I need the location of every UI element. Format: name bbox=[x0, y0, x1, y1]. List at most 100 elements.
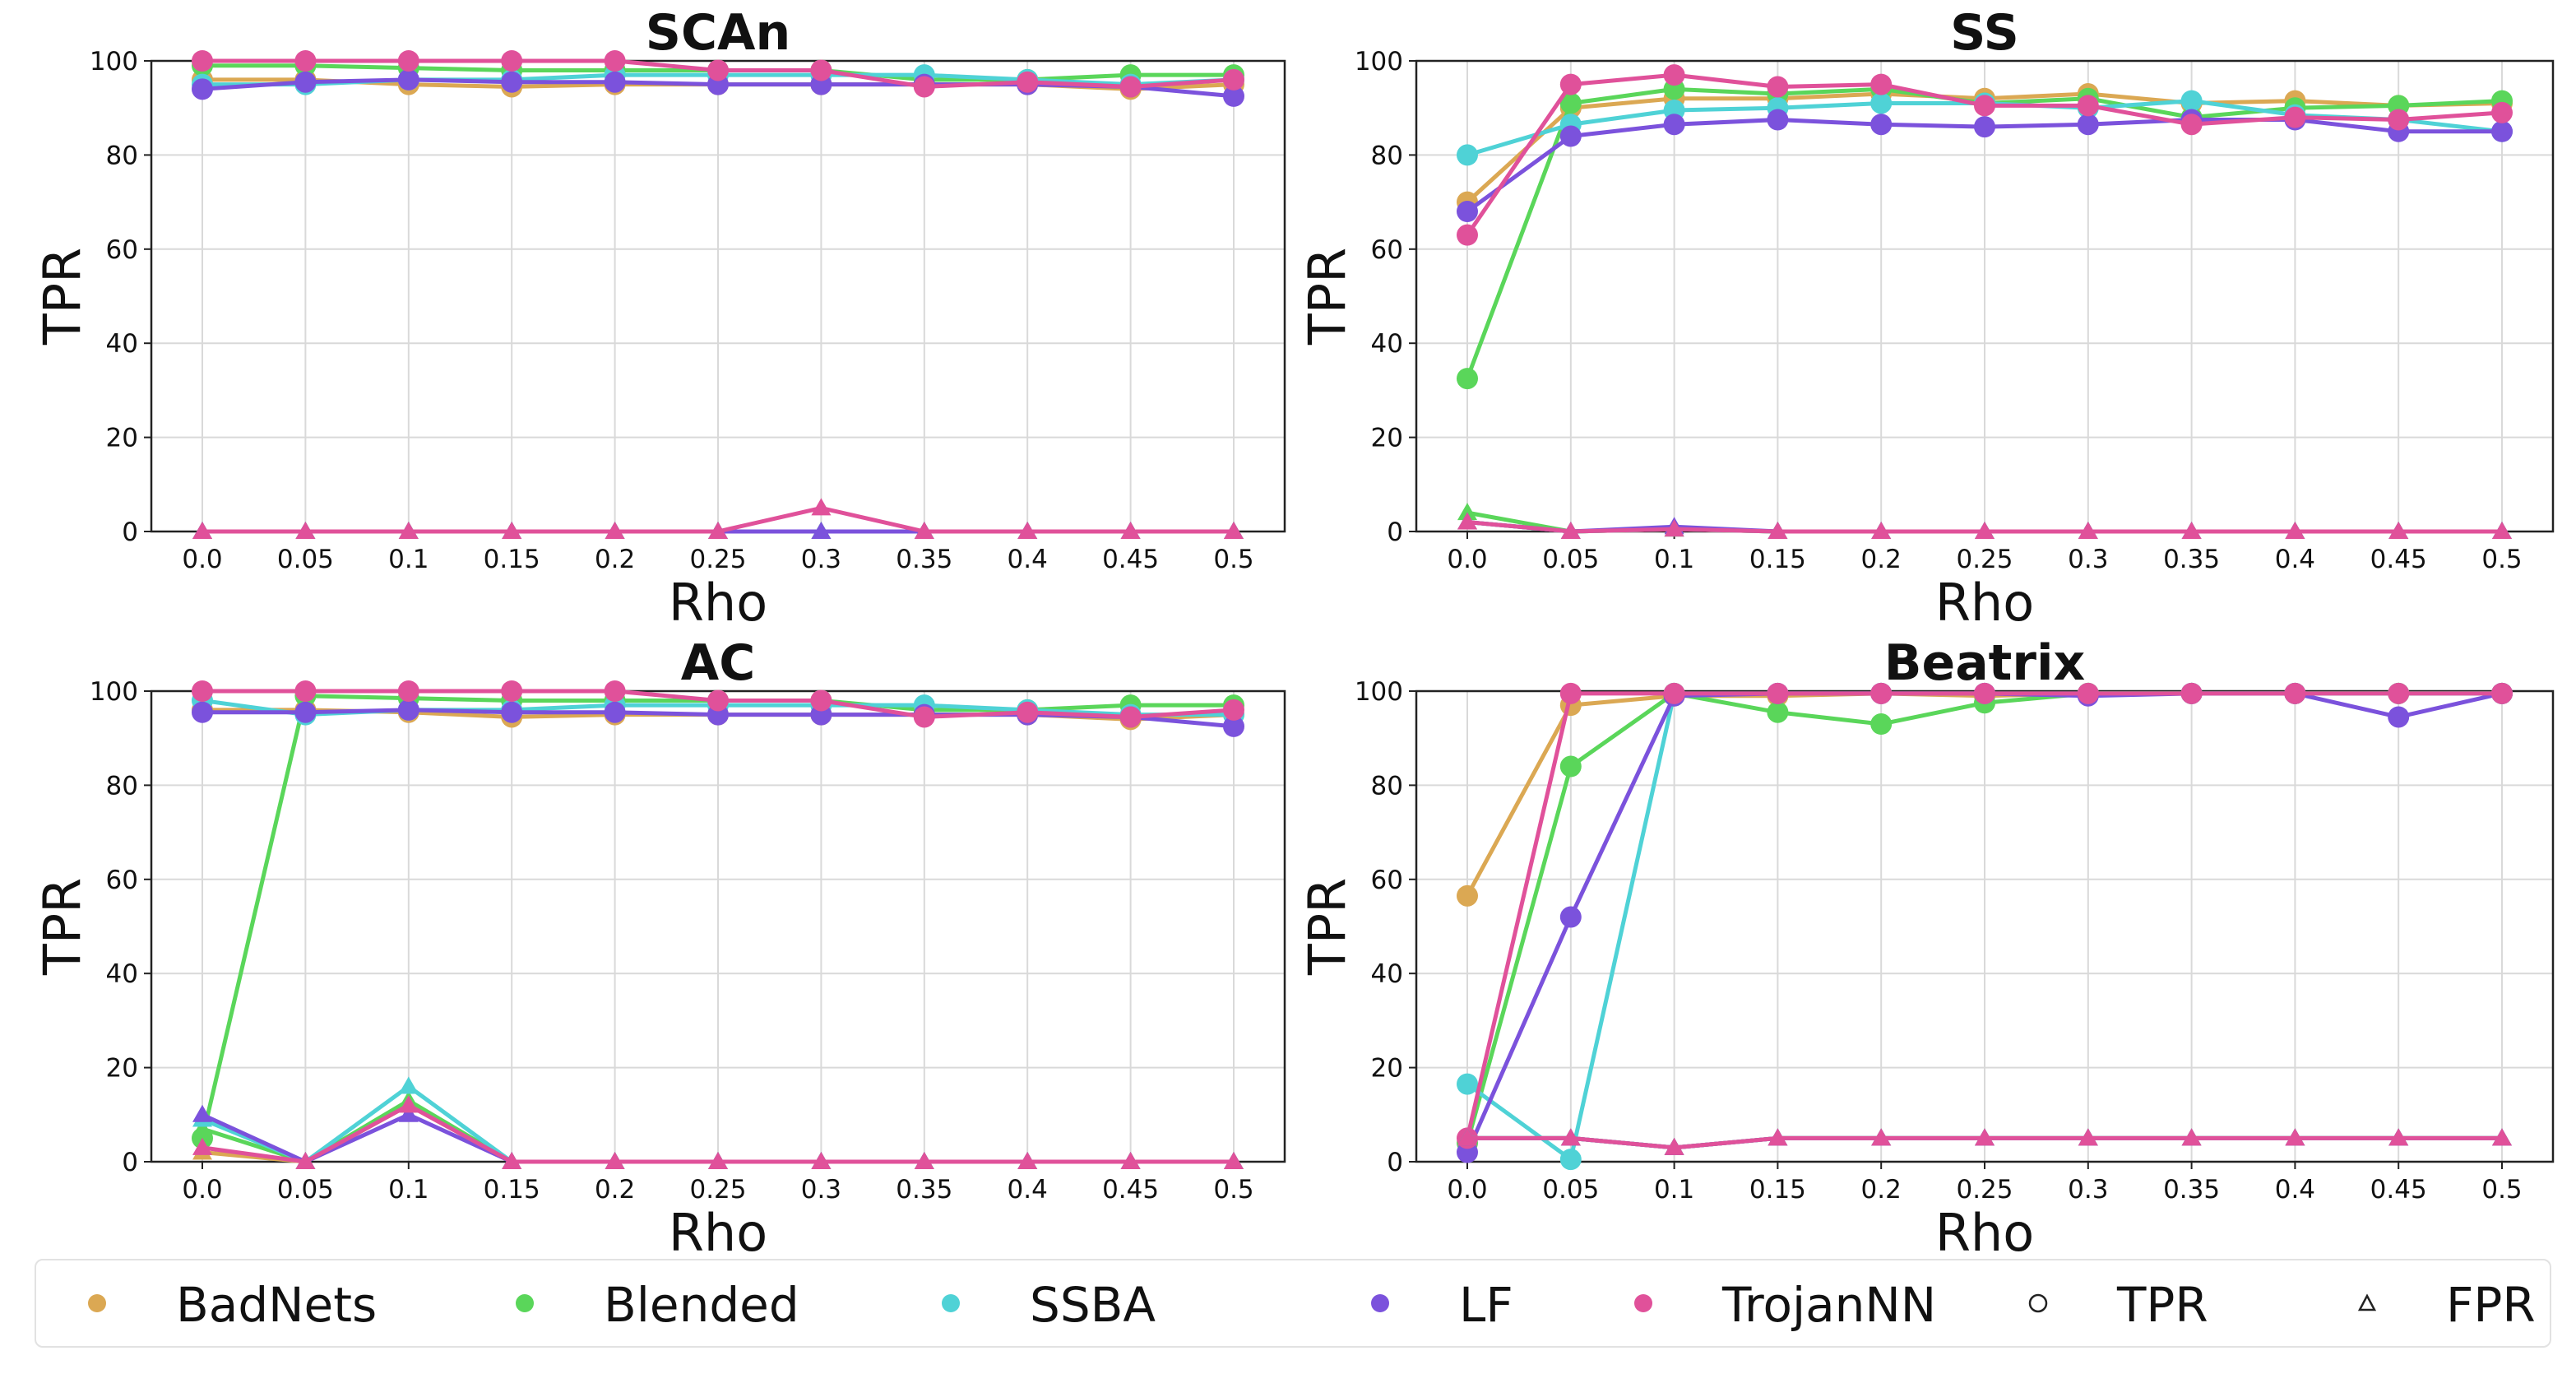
data-point bbox=[192, 1137, 212, 1155]
data-point bbox=[1223, 85, 1244, 107]
data-point bbox=[192, 701, 213, 723]
data-point bbox=[2388, 682, 2410, 704]
data-point bbox=[398, 1104, 419, 1122]
y-tick-label: 80 bbox=[1371, 141, 1403, 170]
data-point bbox=[2077, 682, 2099, 704]
data-point bbox=[398, 1076, 419, 1094]
data-point bbox=[192, 78, 213, 100]
data-point bbox=[1974, 95, 1995, 117]
series-trojannn-tpr bbox=[192, 680, 1244, 728]
y-axis-label: TPR bbox=[33, 248, 93, 346]
data-point bbox=[1768, 522, 1788, 539]
data-point bbox=[501, 71, 523, 93]
data-point bbox=[397, 50, 419, 72]
legend-marker-circle-icon bbox=[88, 1294, 106, 1312]
legend-marker-open-circle-icon bbox=[2028, 1293, 2048, 1313]
x-tick-label: 0.15 bbox=[1749, 545, 1806, 574]
data-point bbox=[913, 706, 935, 728]
x-tick-label: 0.0 bbox=[182, 545, 222, 574]
x-tick-label: 0.1 bbox=[1654, 1175, 1694, 1205]
x-tick-label: 0.0 bbox=[182, 1175, 222, 1205]
data-point bbox=[913, 76, 935, 98]
data-point bbox=[398, 1095, 419, 1113]
x-tick-label: 0.05 bbox=[277, 545, 334, 574]
data-point bbox=[1017, 522, 1038, 539]
series-trojannn-fpr bbox=[1457, 512, 2512, 539]
x-tick-label: 0.05 bbox=[277, 1175, 334, 1205]
data-point bbox=[605, 1152, 625, 1169]
data-point bbox=[2285, 522, 2305, 539]
x-tick-label: 0.35 bbox=[2163, 545, 2220, 574]
y-tick-label: 80 bbox=[106, 141, 138, 170]
y-tick-label: 20 bbox=[1371, 424, 1403, 453]
data-point bbox=[1559, 755, 1582, 778]
data-point bbox=[1974, 682, 1995, 704]
data-point bbox=[192, 1104, 212, 1122]
y-tick-label: 40 bbox=[106, 959, 138, 989]
x-tick-label: 0.2 bbox=[595, 545, 635, 574]
x-tick-label: 0.05 bbox=[1542, 1175, 1599, 1205]
data-point bbox=[707, 59, 729, 81]
data-point bbox=[397, 680, 419, 702]
chart-panel-beatrix: 0.0 0.05 0.1 0.15 0.2 0.25 0.3 0.35 0.4 0.45 0.5 0 2… bbox=[1298, 634, 2555, 1263]
x-tick-label: 0.25 bbox=[689, 545, 746, 574]
x-tick-label: 0.4 bbox=[1008, 545, 1048, 574]
x-tick-label: 0.1 bbox=[388, 545, 429, 574]
data-point bbox=[2492, 1128, 2512, 1146]
data-point bbox=[1560, 1128, 1581, 1146]
data-point bbox=[1119, 76, 1142, 98]
data-point bbox=[1457, 503, 1477, 521]
x-tick-label: 0.25 bbox=[689, 1175, 746, 1205]
y-tick-label: 20 bbox=[106, 1054, 138, 1084]
x-axis-label: Rho bbox=[1935, 1203, 2034, 1263]
x-axis-label: Rho bbox=[669, 1203, 767, 1263]
legend-label: TPR bbox=[2117, 1277, 2208, 1333]
data-point bbox=[1871, 1128, 1892, 1146]
data-point bbox=[2181, 1128, 2202, 1146]
data-point bbox=[192, 50, 213, 72]
data-point bbox=[502, 522, 522, 539]
x-tick-label: 0.35 bbox=[896, 545, 952, 574]
data-point bbox=[1560, 522, 1581, 539]
data-point bbox=[1017, 71, 1039, 93]
data-point bbox=[1559, 906, 1582, 928]
data-point bbox=[1767, 682, 1789, 704]
data-point bbox=[1663, 114, 1685, 136]
data-point bbox=[295, 1152, 316, 1169]
x-tick-label: 0.3 bbox=[801, 1175, 841, 1205]
x-tick-label: 0.4 bbox=[1008, 1175, 1048, 1205]
data-point bbox=[708, 1152, 728, 1169]
data-point bbox=[1768, 1128, 1788, 1146]
data-point bbox=[1457, 144, 1478, 166]
x-axis-label: Rho bbox=[669, 573, 767, 633]
data-point bbox=[2285, 1128, 2305, 1146]
data-point bbox=[914, 1152, 934, 1169]
legend-label: TrojanNN bbox=[1722, 1277, 1937, 1333]
legend-marker-circle-icon bbox=[1371, 1294, 1389, 1312]
data-point bbox=[294, 71, 317, 93]
y-tick-label: 60 bbox=[106, 235, 138, 265]
chart-title: SS bbox=[1950, 4, 2019, 62]
chart-title: Beatrix bbox=[1884, 634, 2085, 692]
data-point bbox=[914, 522, 934, 539]
data-point bbox=[294, 680, 317, 702]
data-point bbox=[604, 50, 626, 72]
data-point bbox=[397, 68, 419, 91]
data-point bbox=[2180, 114, 2203, 136]
y-tick-label: 100 bbox=[1355, 677, 1403, 707]
data-point bbox=[2078, 1128, 2098, 1146]
data-point bbox=[2078, 522, 2098, 539]
data-point bbox=[2388, 522, 2409, 539]
data-point bbox=[502, 1152, 522, 1169]
legend-label: BadNets bbox=[176, 1277, 378, 1333]
y-tick-label: 20 bbox=[1371, 1054, 1403, 1084]
y-tick-label: 100 bbox=[90, 47, 138, 77]
data-point bbox=[1975, 1128, 1995, 1146]
x-tick-label: 0.45 bbox=[1102, 1175, 1159, 1205]
x-tick-label: 0.5 bbox=[1213, 1175, 1253, 1205]
data-point bbox=[501, 50, 523, 72]
data-point bbox=[2180, 682, 2203, 704]
y-tick-label: 20 bbox=[106, 424, 138, 453]
y-tick-label: 100 bbox=[90, 677, 138, 707]
